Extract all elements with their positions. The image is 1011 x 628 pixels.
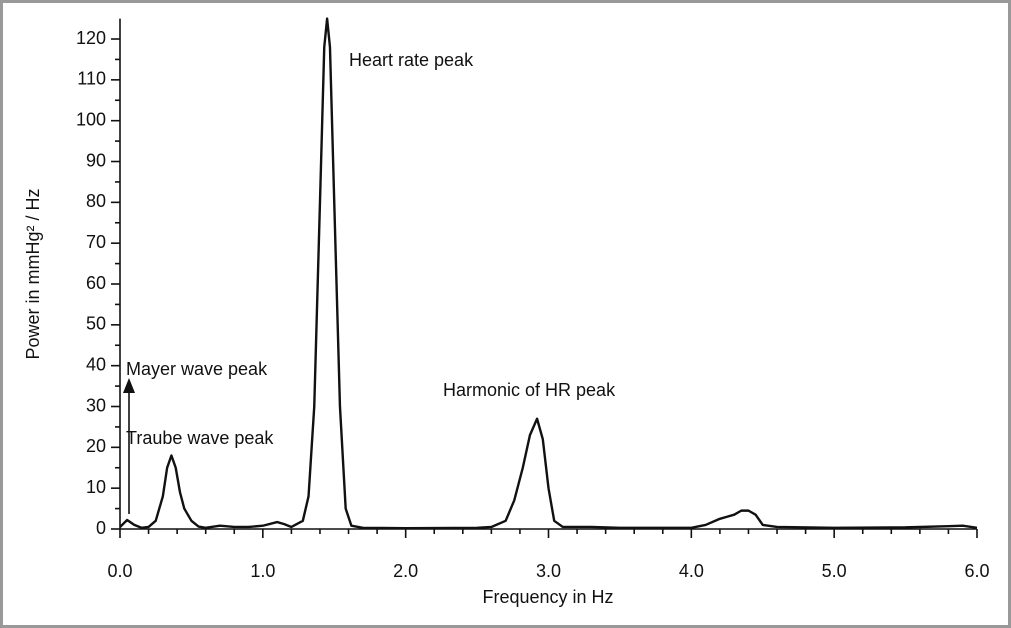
- x-tick-label: 6.0: [964, 561, 989, 581]
- annotation: Traube wave peak: [126, 428, 274, 448]
- x-tick-label: 4.0: [679, 561, 704, 581]
- x-tick-label: 3.0: [536, 561, 561, 581]
- y-tick-label: 20: [86, 436, 106, 456]
- y-tick-label: 120: [76, 28, 106, 48]
- x-tick-label: 2.0: [393, 561, 418, 581]
- y-tick-label: 30: [86, 395, 106, 415]
- y-tick-label: 110: [77, 69, 106, 89]
- line-series: [119, 17, 978, 530]
- y-tick-label: 100: [76, 109, 106, 129]
- x-tick-label: 0.0: [107, 561, 132, 581]
- y-tick-label: 10: [86, 477, 106, 497]
- y-tick-label: 50: [86, 314, 106, 334]
- y-tick-label: 70: [86, 232, 106, 252]
- x-tick-label: 5.0: [822, 561, 847, 581]
- x-tick-label: 1.0: [250, 561, 275, 581]
- annotation-arrowhead: [123, 378, 135, 393]
- x-axis-title: Frequency in Hz: [482, 587, 613, 607]
- y-tick-label: 60: [86, 273, 106, 293]
- annotation: Heart rate peak: [349, 50, 474, 70]
- annotation: Harmonic of HR peak: [443, 380, 616, 400]
- y-tick-label: 0: [96, 518, 106, 538]
- y-axis-title: Power in mmHg² / Hz: [23, 188, 43, 359]
- y-tick-label: 80: [86, 191, 106, 211]
- y-tick-label: 90: [86, 150, 106, 170]
- annotation: Mayer wave peak: [126, 359, 268, 379]
- y-tick-label: 40: [86, 354, 106, 374]
